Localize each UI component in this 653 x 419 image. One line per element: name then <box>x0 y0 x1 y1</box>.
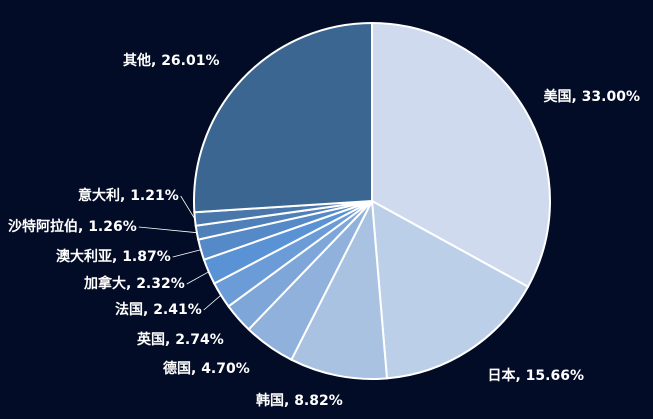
slice-label-5: 英国, 2.74% <box>136 331 224 348</box>
slice-label-10: 意大利, 1.21% <box>78 187 179 204</box>
pie-slice-2 <box>370 199 530 380</box>
slice-label-3: 韩国, 8.82% <box>256 392 343 409</box>
slice-label-4: 德国, 4.70% <box>163 360 250 377</box>
slice-label-6: 法国, 2.41% <box>115 301 202 318</box>
slice-label-1: 美国, 33.00% <box>543 88 640 105</box>
leader-line-7 <box>186 271 209 285</box>
pie-slice-11 <box>193 21 373 214</box>
slice-label-8: 澳大利亚, 1.87% <box>56 248 171 265</box>
leader-line-6 <box>203 294 222 311</box>
slice-label-2: 日本, 15.66% <box>487 367 584 384</box>
slice-label-9: 沙特阿拉伯, 1.26% <box>8 218 137 235</box>
leader-line-8 <box>172 249 201 258</box>
leader-line-10 <box>180 195 196 220</box>
pie-slice-1 <box>371 21 551 289</box>
leader-line-9 <box>138 226 197 234</box>
slice-label-7: 加拿大, 2.32% <box>83 275 185 292</box>
pie-slice-3 <box>290 197 389 380</box>
slice-label-11: 其他, 26.01% <box>123 52 220 69</box>
